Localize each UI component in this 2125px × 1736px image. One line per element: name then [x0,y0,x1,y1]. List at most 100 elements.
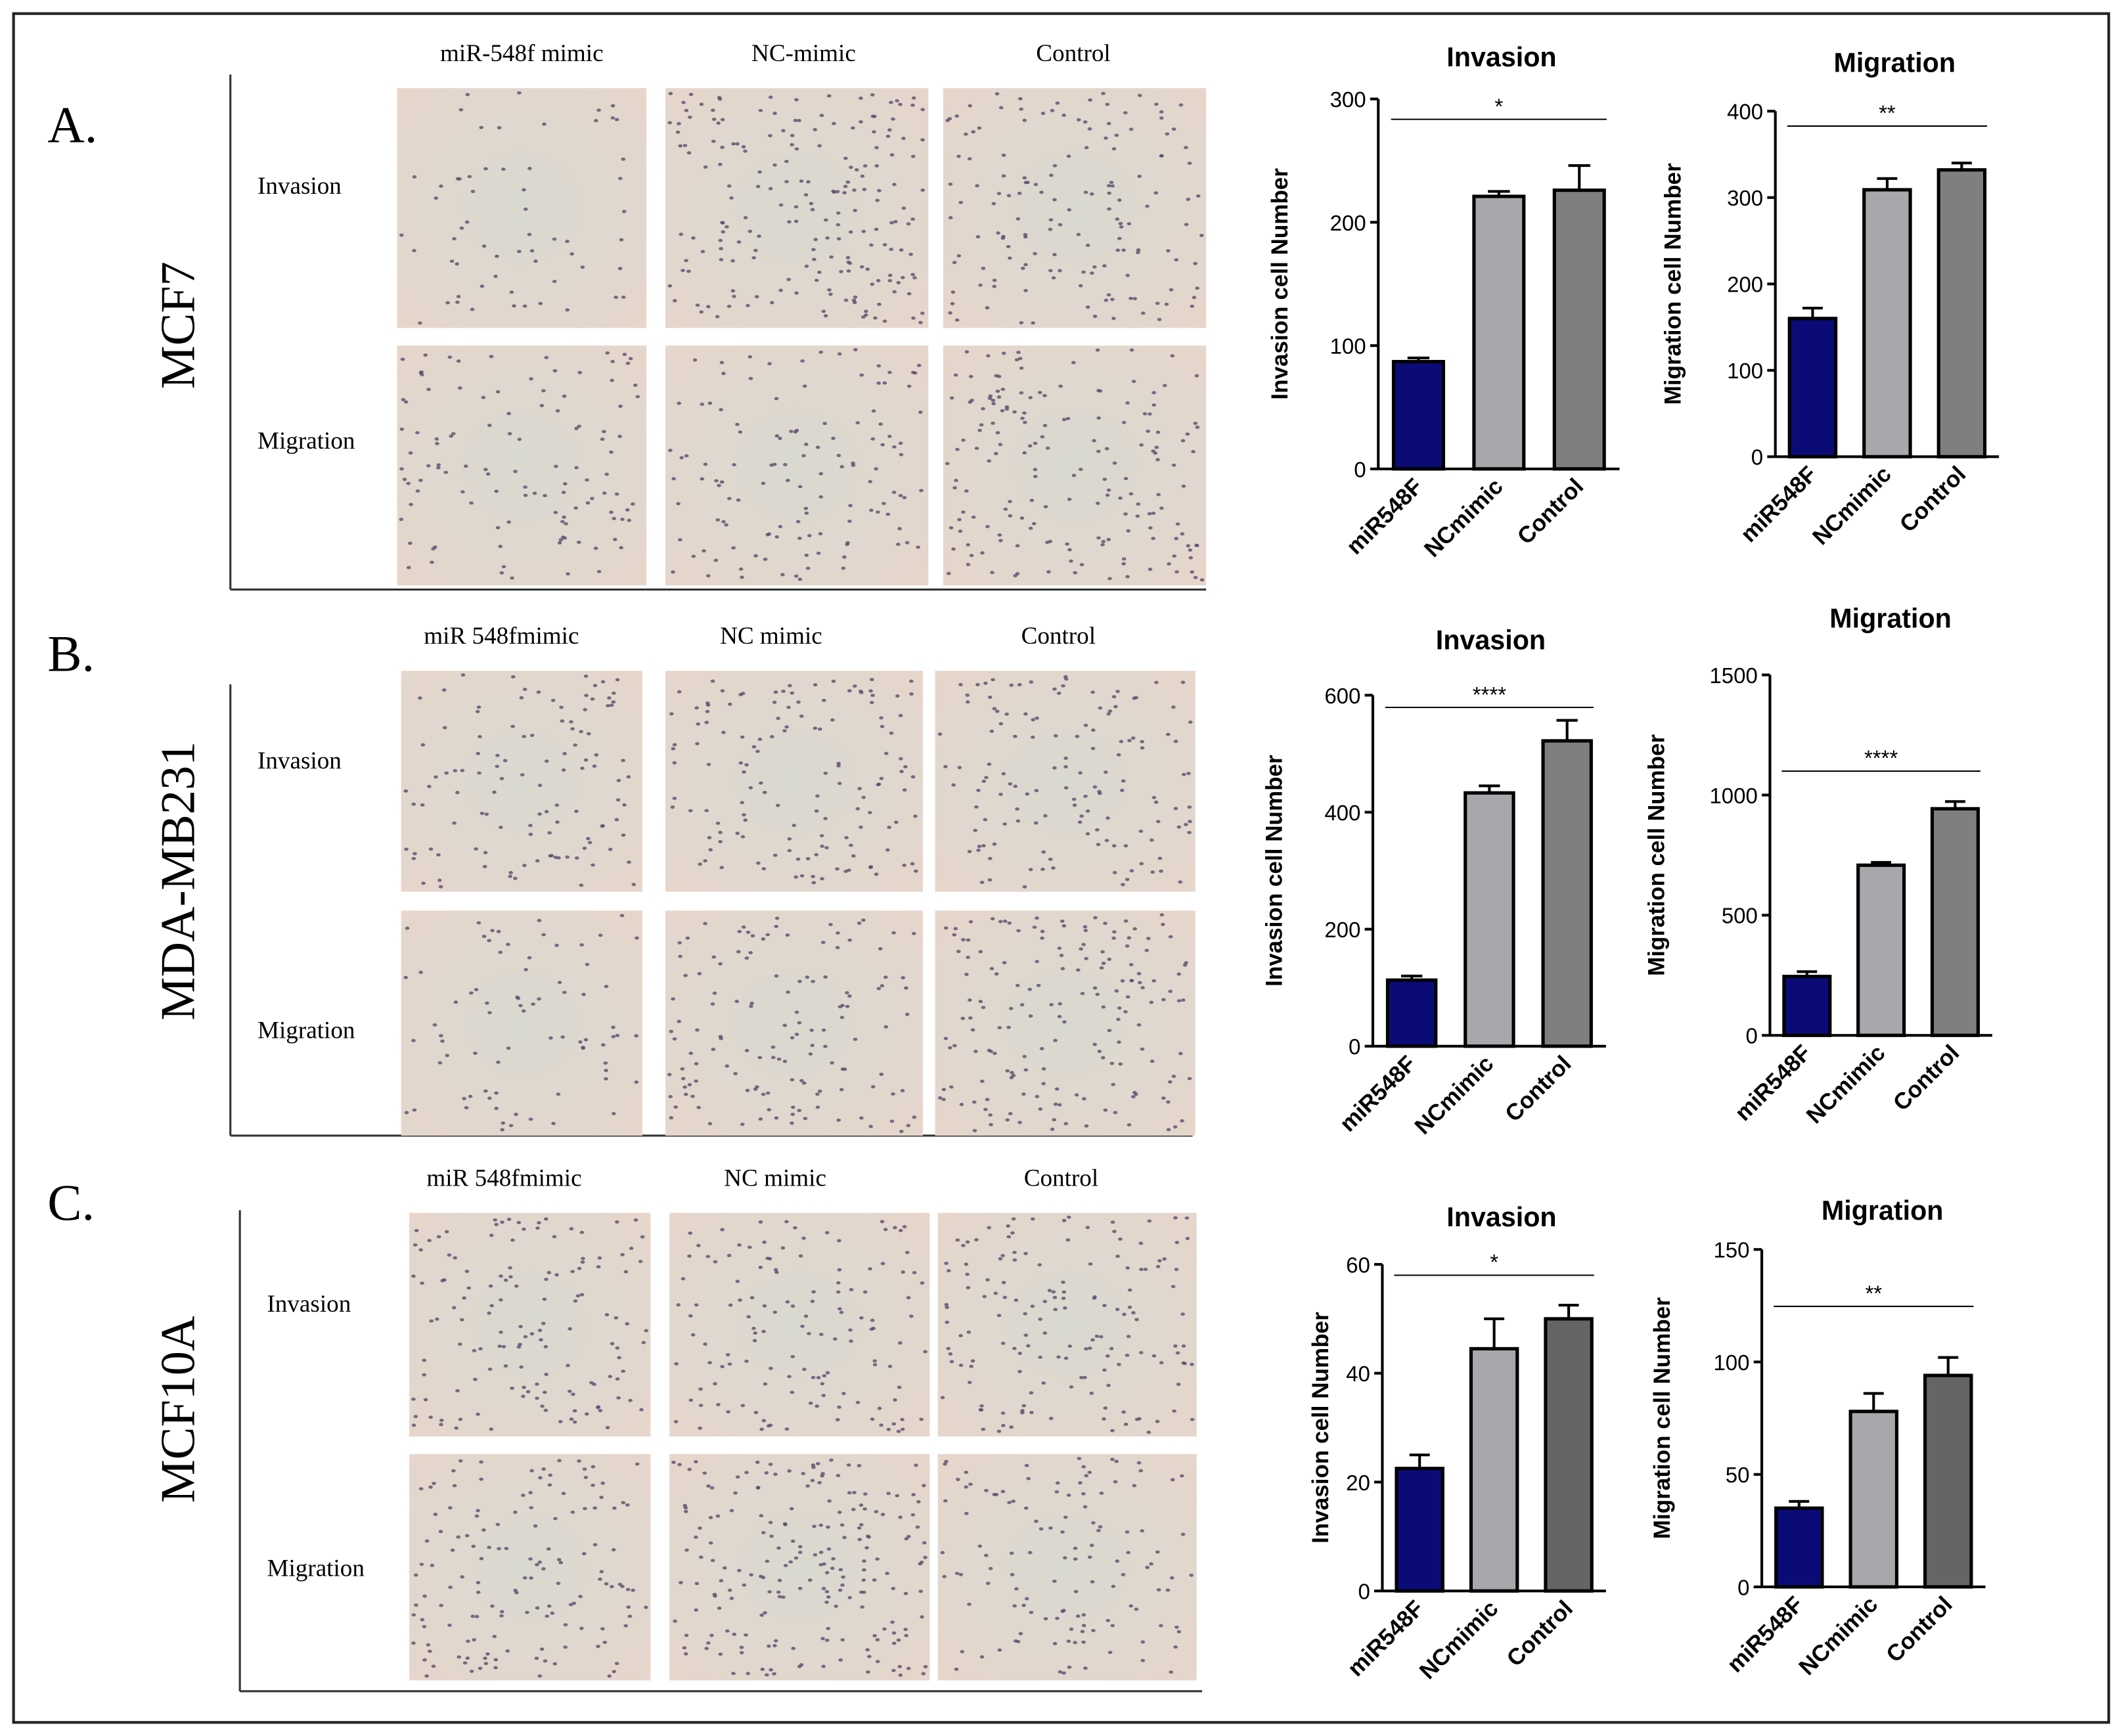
cell [922,1541,927,1545]
cell [735,1475,740,1479]
cell [997,1648,1002,1652]
cell [1052,687,1057,691]
cell [1111,695,1117,699]
cell [544,810,549,814]
x-tick-label: NCmimic [1801,1040,1890,1128]
cell [778,437,782,440]
cell [911,931,916,935]
cell [874,467,879,471]
cell [709,1486,715,1490]
cell [857,1526,862,1530]
cell [876,987,882,990]
cell [781,129,786,133]
cell [805,975,810,979]
cell [777,1578,782,1582]
cell [610,1585,614,1589]
cell [735,142,740,146]
cell [1174,1268,1179,1272]
cell [1075,734,1080,738]
cell [961,438,966,442]
cell [426,1643,431,1647]
cell [902,496,907,500]
cell [853,347,858,351]
cell [625,1588,631,1591]
cell [1096,1528,1101,1532]
cell [732,1632,737,1636]
cell [621,1369,625,1373]
cell [1129,869,1134,873]
cell [465,1656,470,1660]
cell [583,758,589,762]
cell [908,679,914,683]
cell [531,1002,535,1006]
cell [617,177,623,181]
cell [577,424,581,428]
cell [579,1626,584,1630]
cell [585,1412,589,1416]
cell [1071,797,1077,801]
cell [548,854,553,858]
cell [1002,920,1008,923]
cell [740,735,745,739]
cell [895,543,901,546]
cell [964,489,969,493]
cell [1020,1409,1025,1413]
cell [799,1079,804,1082]
cell [944,1459,949,1463]
cell [1001,772,1006,776]
micrograph-background [937,1213,1197,1436]
cell [1150,1059,1155,1063]
cell [1131,380,1136,384]
cell [707,401,713,405]
cell [710,1002,715,1006]
cell [809,1028,814,1032]
cell [694,1061,699,1065]
cell [727,497,732,501]
cell [1063,756,1068,760]
cell [554,943,559,947]
bar [1544,1317,1594,1593]
cell [972,1100,977,1104]
cell [518,1343,522,1347]
cell [739,1651,744,1655]
cell [1176,1383,1181,1387]
cell [496,929,501,933]
cell [942,1574,947,1578]
cell [1067,548,1072,552]
column-header: NC mimic [720,623,822,650]
x-tick-label: NCmimic [1794,1591,1883,1680]
cell [528,1491,533,1495]
cell [774,974,779,978]
cell [1083,929,1088,933]
cell [569,720,573,724]
cell [1002,961,1007,965]
cell [579,1230,585,1234]
significance-label: ** [1865,1281,1882,1306]
cell [996,1429,1002,1433]
cell [824,846,829,850]
cell [912,1271,917,1275]
cell [904,1537,909,1541]
cell [832,1337,838,1341]
cell [807,534,812,538]
cell [797,979,802,983]
cell [1134,1318,1139,1322]
cell [1114,989,1119,993]
cell [905,1012,910,1016]
cell [1118,221,1123,225]
cell [1058,1670,1063,1674]
cell [618,405,623,409]
cell [1178,103,1184,107]
cell [801,1471,806,1475]
cell [857,1538,862,1542]
cell [849,1287,854,1291]
cell [477,771,481,775]
cell [1058,1002,1063,1006]
cell [1063,765,1068,768]
cell [1011,1073,1016,1077]
cell [990,571,995,575]
cell [1107,207,1111,211]
cell [849,843,853,847]
cell [787,849,792,853]
cell [1171,705,1176,709]
